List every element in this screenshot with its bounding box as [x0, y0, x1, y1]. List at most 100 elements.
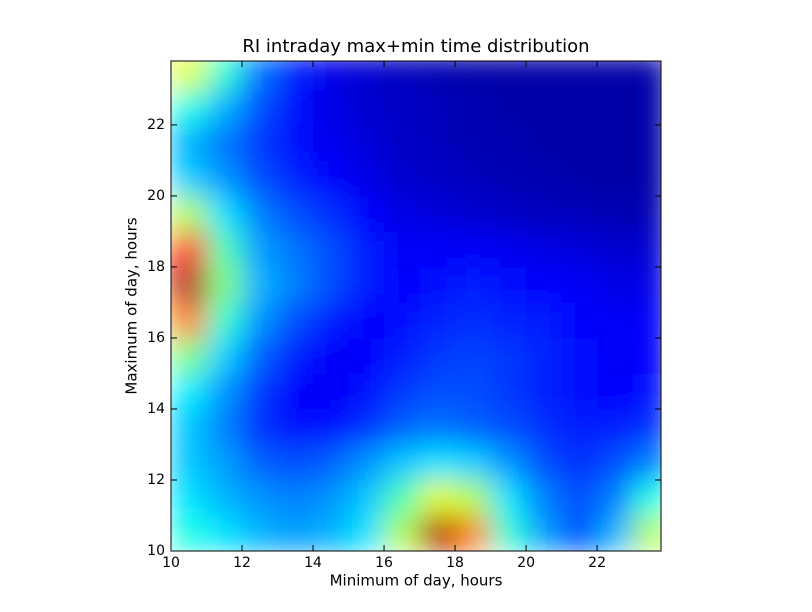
- heatmap-cell: [206, 195, 243, 232]
- heatmap-cell: [206, 61, 243, 90]
- heatmap-cell: [632, 302, 661, 339]
- heatmap-cell: [419, 515, 456, 551]
- x-tick-label: 16: [375, 555, 393, 571]
- heatmap-cell: [384, 408, 421, 445]
- heatmap-cell: [526, 231, 563, 268]
- heatmap-cell: [384, 89, 421, 126]
- heatmap-cell: [313, 266, 350, 303]
- heatmap-cell: [348, 373, 385, 410]
- heatmap-cell: [419, 479, 456, 516]
- heatmap-cell: [526, 444, 563, 481]
- heatmap-cell: [384, 479, 421, 516]
- heatmap-cell: [455, 89, 492, 126]
- x-tick-label: 20: [517, 555, 535, 571]
- heatmap-cell: [348, 61, 385, 90]
- heatmap-cell: [561, 408, 598, 445]
- heatmap-cell: [206, 231, 243, 268]
- heatmap-cell: [348, 231, 385, 268]
- heatmap-cell: [277, 266, 314, 303]
- y-tick-label: 18: [147, 259, 165, 275]
- heatmap-cell: [597, 373, 634, 410]
- heatmap-cell: [419, 160, 456, 197]
- heatmap-cell: [632, 124, 661, 161]
- heatmap-cell: [419, 61, 456, 90]
- heatmap-cell: [313, 231, 350, 268]
- heatmap-cell: [384, 61, 421, 90]
- heatmap-cell: [597, 266, 634, 303]
- heatmap-cells: [171, 61, 661, 551]
- heatmap-cell: [242, 231, 279, 268]
- heatmap-cell: [171, 479, 208, 516]
- heatmap-cell: [526, 160, 563, 197]
- heatmap-cell: [632, 444, 661, 481]
- heatmap-cell: [526, 515, 563, 551]
- heatmap-cell: [561, 124, 598, 161]
- heatmap-cell: [526, 61, 563, 90]
- heatmap-cell: [206, 337, 243, 374]
- heatmap-cell: [242, 302, 279, 339]
- heatmap-cell: [242, 195, 279, 232]
- heatmap-cell: [632, 195, 661, 232]
- heatmap-cell: [171, 302, 208, 339]
- heatmap-cell: [384, 302, 421, 339]
- heatmap-cell: [561, 479, 598, 516]
- heatmap-cell: [171, 61, 208, 90]
- heatmap-cell: [490, 160, 527, 197]
- heatmap-cell: [242, 479, 279, 516]
- heatmap-cell: [171, 124, 208, 161]
- heatmap-cell: [348, 124, 385, 161]
- heatmap-cell: [419, 302, 456, 339]
- x-tick-label: 22: [588, 555, 606, 571]
- heatmap-cell: [561, 160, 598, 197]
- heatmap-cell: [526, 337, 563, 374]
- heatmap-cell: [348, 160, 385, 197]
- heatmap-cell: [277, 61, 314, 90]
- x-tick-label: 10: [162, 555, 180, 571]
- heatmap-cell: [419, 337, 456, 374]
- heatmap-cell: [171, 373, 208, 410]
- heatmap-cell: [632, 479, 661, 516]
- heatmap-cell: [384, 373, 421, 410]
- heatmap-cell: [597, 302, 634, 339]
- heatmap-cell: [526, 479, 563, 516]
- heatmap-cell: [632, 373, 661, 410]
- heatmap-cell: [632, 89, 661, 126]
- heatmap-cell: [561, 195, 598, 232]
- y-tick-label: 22: [147, 117, 165, 133]
- heatmap-cell: [490, 373, 527, 410]
- heatmap-cell: [171, 515, 208, 551]
- heatmap-cell: [242, 515, 279, 551]
- heatmap-cell: [490, 231, 527, 268]
- heatmap-cell: [632, 160, 661, 197]
- heatmap-cell: [597, 160, 634, 197]
- heatmap-cell: [384, 444, 421, 481]
- heatmap-cell: [597, 479, 634, 516]
- heatmap-cell: [171, 444, 208, 481]
- heatmap-cell: [206, 373, 243, 410]
- heatmap-cell: [277, 515, 314, 551]
- heatmap-cell: [455, 231, 492, 268]
- heatmap-cell: [455, 444, 492, 481]
- heatmap-cell: [171, 408, 208, 445]
- heatmap-cell: [313, 444, 350, 481]
- heatmap-cell: [242, 160, 279, 197]
- heatmap-cell: [242, 89, 279, 126]
- x-tick-label: 12: [233, 555, 251, 571]
- heatmap-cell: [242, 266, 279, 303]
- heatmap: [171, 61, 661, 551]
- heatmap-cell: [561, 444, 598, 481]
- heatmap-cell: [455, 373, 492, 410]
- heatmap-cell: [348, 337, 385, 374]
- heatmap-cell: [206, 408, 243, 445]
- heatmap-cell: [632, 231, 661, 268]
- x-tick-label: 14: [304, 555, 322, 571]
- y-axis-label: Maximum of day, hours: [123, 217, 141, 394]
- heatmap-cell: [348, 195, 385, 232]
- heatmap-cell: [242, 408, 279, 445]
- y-tick-label: 10: [147, 543, 165, 559]
- heatmap-cell: [597, 444, 634, 481]
- heatmap-cell: [313, 337, 350, 374]
- heatmap-cell: [384, 124, 421, 161]
- heatmap-cell: [348, 479, 385, 516]
- heatmap-cell: [277, 160, 314, 197]
